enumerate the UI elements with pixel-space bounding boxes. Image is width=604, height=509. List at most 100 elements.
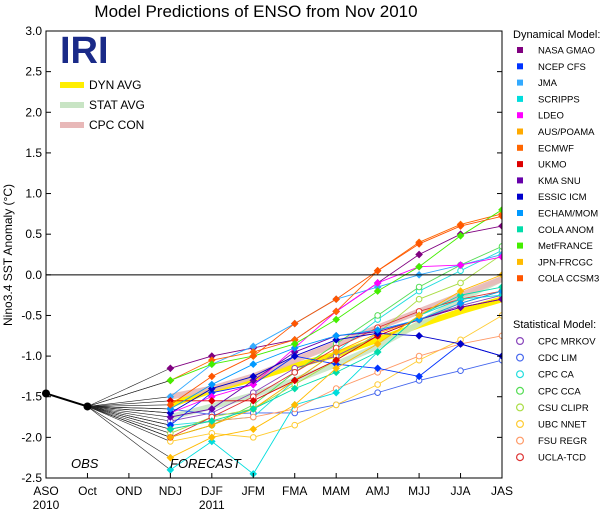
dynamical-series-point	[166, 364, 175, 373]
statistical-series-point	[415, 352, 423, 360]
dynamical-series-point	[249, 396, 258, 405]
fan-line	[87, 400, 171, 407]
dynamical-series-point	[332, 295, 341, 304]
fan-line	[87, 406, 171, 410]
dynamical-series-point	[249, 352, 258, 360]
statistical-legend-marker	[515, 436, 524, 445]
dynamical-series-point	[415, 331, 423, 340]
dynamical-series-point	[290, 352, 299, 360]
iri-logo: IRI	[60, 30, 109, 72]
dynamical-legend-label: KMA SNU	[538, 176, 581, 187]
statistical-legend-label: FSU REGR	[538, 436, 587, 447]
x-tick-label: JAS	[491, 484, 513, 498]
dynamical-legend-label: ECHAM/MOM	[538, 209, 598, 220]
dynamical-series-point	[207, 417, 216, 425]
dynamical-legend-marker	[517, 193, 523, 200]
statistical-series-point	[249, 413, 257, 421]
plot-frame	[45, 30, 503, 479]
dynamical-legend-marker	[517, 112, 523, 119]
dynamical-series-point	[249, 372, 258, 381]
dynamical-legend-marker	[517, 242, 523, 249]
x-tick-label: NDJ	[159, 484, 182, 498]
x-tick-label: OND	[116, 484, 143, 498]
dynamical-series-point	[373, 364, 382, 373]
dynamical-series-point	[373, 326, 382, 334]
dynamical-series-point	[332, 336, 341, 344]
dynamical-series-point	[207, 405, 216, 413]
y-tick-label: 0.5	[25, 227, 42, 241]
statistical-legend-marker	[515, 337, 524, 346]
dynamical-series-point	[290, 348, 299, 356]
dynamical-series-point	[415, 372, 423, 381]
dynamical-series-point	[290, 319, 299, 328]
dynamical-series-point	[166, 466, 175, 474]
statistical-legend-label: CPC CCA	[538, 386, 581, 397]
statistical-legend-marker	[515, 453, 524, 462]
dynamical-series-point	[207, 384, 216, 393]
dynamical-series-point	[456, 287, 465, 295]
fan-line	[87, 406, 171, 414]
statistical-legend-label: CPC CA	[538, 370, 575, 381]
dynamical-series-point	[332, 315, 341, 324]
dynamical-series-point	[456, 340, 465, 348]
statistical-legend-marker	[515, 353, 524, 362]
year-label: 2011	[199, 498, 225, 509]
y-tick-label: -1.0	[21, 349, 42, 363]
dynamical-legend-label: MetFRANCE	[538, 241, 593, 252]
average-legend-label: STAT AVG	[89, 98, 145, 112]
dynamical-legend-label: ECMWF	[538, 143, 574, 154]
dynamical-series-point	[290, 340, 299, 348]
dynamical-series-point	[332, 388, 341, 397]
dynamical-series-point	[207, 437, 216, 446]
x-tick-label: AMJ	[366, 484, 390, 498]
fan-line	[87, 406, 171, 438]
dynamical-legend-marker	[517, 79, 523, 86]
fan-line	[87, 406, 171, 430]
statistical-series-point	[374, 312, 381, 319]
dynamical-legend-marker	[517, 47, 523, 53]
obs-annotation: OBS	[71, 456, 99, 471]
statistical-legend-title: Statistical Model:	[513, 319, 596, 331]
dynamical-series-point	[498, 295, 502, 304]
fan-line	[87, 404, 171, 407]
y-tick-label: -2.0	[21, 430, 42, 444]
dynamical-series-point	[332, 364, 341, 373]
dynamical-series-point	[373, 340, 382, 348]
statistical-series-point	[415, 295, 423, 303]
fan-line	[87, 368, 171, 407]
dynamical-legend-label: JPN-FRCGC	[538, 257, 593, 268]
statistical-series-point	[415, 283, 423, 291]
statistical-legend-label: UBC NNET	[538, 420, 587, 431]
y-tick-label: -1.5	[21, 390, 42, 404]
statistical-series-point	[498, 332, 502, 340]
statistical-series-point	[291, 369, 299, 376]
dynamical-series-point	[249, 348, 258, 356]
fan-line	[87, 406, 171, 434]
fan-line	[87, 406, 171, 458]
dynamical-series-point	[166, 405, 175, 413]
model-legend: NASA GMAO NCEP CFS JMA SCRIPPS LDEO AUS/POAMA…	[515, 46, 599, 464]
dynamical-legend-marker	[517, 275, 523, 282]
observed-point	[42, 389, 50, 398]
dynamical-series-point	[207, 433, 216, 442]
dynamical-series-point	[332, 348, 341, 356]
dynamical-series-point	[373, 287, 382, 295]
fan-line	[87, 396, 171, 407]
dynamical-legend-marker	[517, 161, 523, 168]
statistical-series-point	[332, 401, 340, 409]
dynamical-legend-label: LDEO	[538, 111, 564, 122]
dynamical-series-point	[456, 299, 465, 308]
dynamical-series-point	[166, 453, 175, 462]
dynamical-legend-marker	[517, 226, 523, 233]
dynamical-series-point	[249, 380, 258, 389]
dynamical-series-point	[166, 401, 175, 409]
dynamical-series-point	[332, 331, 341, 340]
y-tick-label: 3.0	[25, 24, 42, 38]
dynamical-legend-label: COLA ANOM	[538, 225, 594, 236]
statistical-legend-marker	[515, 386, 524, 395]
dynamical-series-point	[207, 352, 216, 360]
dynamical-legend-label: UKMO	[538, 160, 567, 171]
statistical-series-point	[457, 279, 464, 287]
statistical-series-point	[291, 421, 299, 429]
dynamical-legend-label: NASA GMAO	[538, 46, 595, 57]
